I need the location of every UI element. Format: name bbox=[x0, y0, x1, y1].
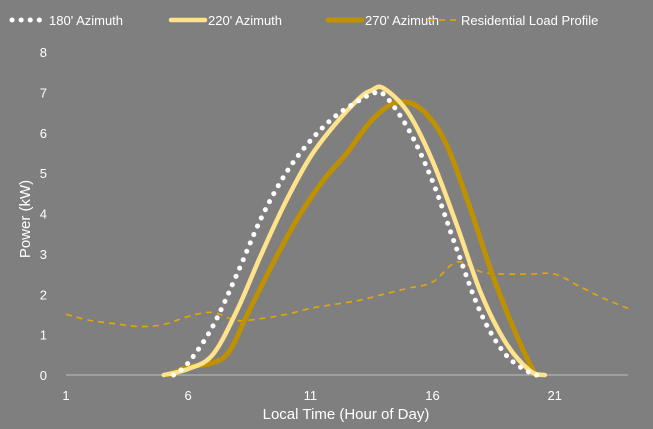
x-tick-label: 6 bbox=[185, 388, 192, 403]
y-tick-label: 7 bbox=[40, 85, 47, 100]
x-tick-labels: 1 6 11 16 21 bbox=[62, 388, 562, 403]
series-line-3 bbox=[166, 99, 538, 378]
legend-label: Residential Load Profile bbox=[461, 13, 598, 28]
y-tick-label: 2 bbox=[40, 287, 47, 302]
x-tick-label: 21 bbox=[547, 388, 561, 403]
y-tick-label: 0 bbox=[40, 368, 47, 383]
legend-label: 270' Azimuth bbox=[365, 13, 439, 28]
chart-legend: 180' Azimuth 220' Azimuth 270' Azimuth Resi… bbox=[9, 13, 598, 28]
y-tick-label: 8 bbox=[40, 45, 47, 60]
series-line-4 bbox=[65, 260, 629, 328]
y-axis-title: Power (kW) bbox=[17, 180, 34, 258]
y-tick-labels: 0 1 2 3 4 5 6 7 8 bbox=[40, 45, 47, 383]
legend-label: 180' Azimuth bbox=[49, 13, 123, 28]
series-line-1 bbox=[171, 89, 541, 378]
y-tick-label: 3 bbox=[40, 247, 47, 262]
x-tick-label: 16 bbox=[425, 388, 439, 403]
legend-label: 220' Azimuth bbox=[208, 13, 282, 28]
y-tick-label: 5 bbox=[40, 166, 47, 181]
x-tick-label: 1 bbox=[62, 388, 69, 403]
y-tick-label: 4 bbox=[40, 207, 47, 222]
y-tick-label: 1 bbox=[40, 328, 47, 343]
series-line-2 bbox=[161, 84, 548, 378]
series-group bbox=[65, 84, 629, 378]
x-axis-title: Local Time (Hour of Day) bbox=[263, 406, 430, 423]
x-tick-label: 11 bbox=[304, 388, 318, 403]
y-tick-label: 6 bbox=[40, 126, 47, 141]
